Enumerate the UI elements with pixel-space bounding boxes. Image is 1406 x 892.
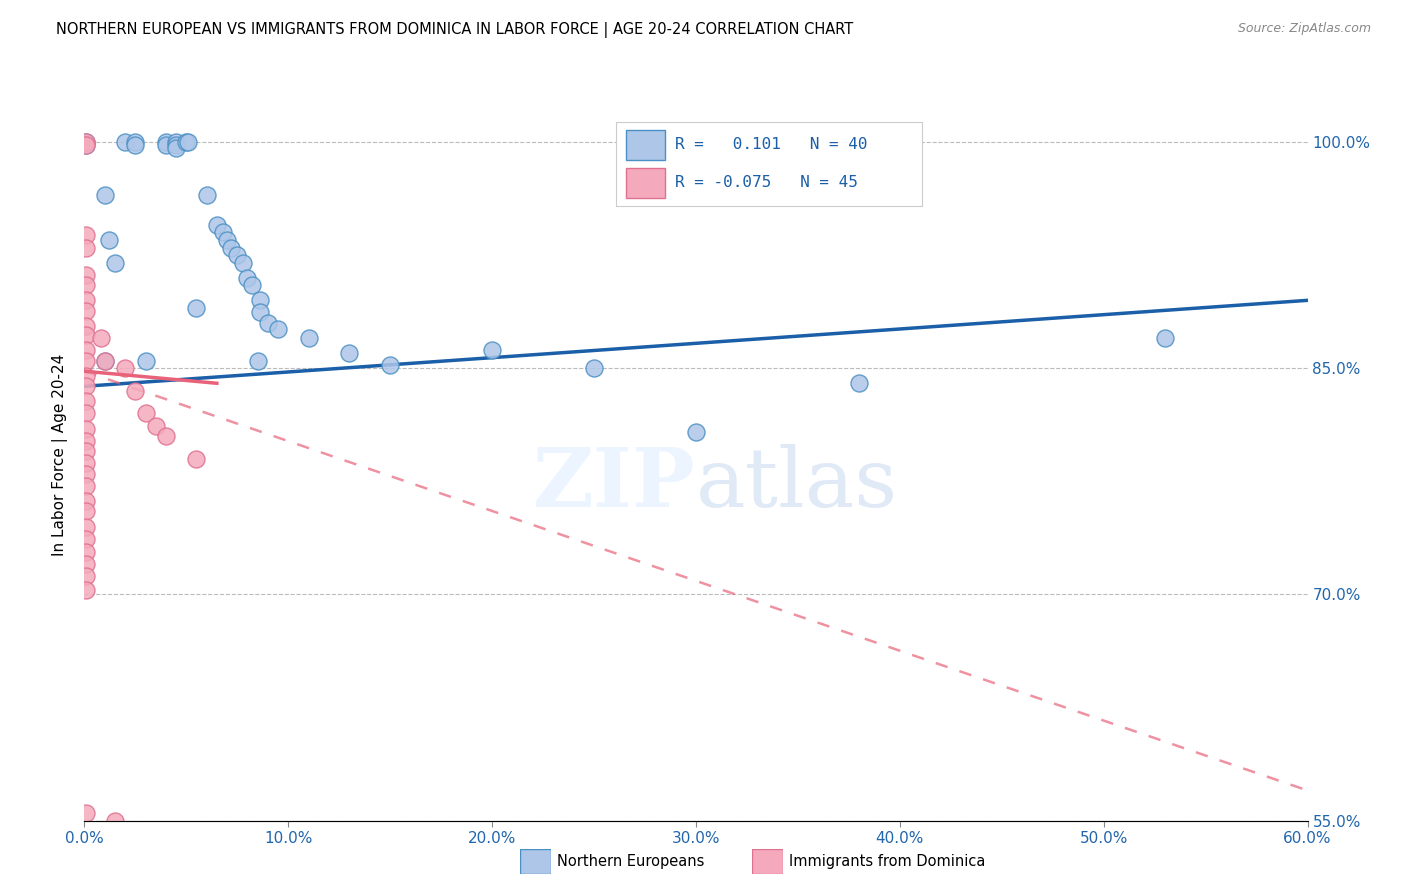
Point [583, 361, 606, 376]
Point [124, 384, 146, 398]
Point [135, 859, 157, 873]
Point [165, 874, 187, 888]
Point [75, 268, 97, 282]
Point [75, 806, 97, 821]
Point [114, 361, 136, 376]
Point [75, 368, 97, 383]
Point [75, 532, 97, 546]
Point [104, 255, 127, 269]
Point [195, 187, 218, 202]
Point [75, 421, 97, 435]
Point [685, 425, 707, 439]
Point [1154, 331, 1177, 345]
Point [481, 343, 503, 357]
Point [522, 889, 544, 892]
Point [165, 141, 187, 155]
Point [75, 353, 97, 368]
Point [75, 494, 97, 508]
Point [124, 836, 146, 850]
Point [232, 255, 254, 269]
Point [177, 135, 200, 149]
Text: Immigrants from Dominica: Immigrants from Dominica [789, 855, 986, 869]
Point [165, 138, 187, 153]
Point [75, 456, 97, 470]
Point [104, 814, 127, 828]
Point [186, 301, 208, 315]
Point [226, 248, 249, 262]
Point [75, 138, 97, 153]
Point [114, 135, 136, 149]
Point [75, 138, 97, 153]
Point [155, 138, 177, 153]
Point [124, 138, 146, 153]
Point [75, 434, 97, 448]
Text: R =   0.101   N = 40: R = 0.101 N = 40 [675, 137, 868, 153]
Point [219, 241, 242, 255]
Point [75, 519, 97, 533]
Point [97, 233, 120, 247]
Text: atlas: atlas [696, 444, 898, 524]
Point [155, 429, 177, 443]
Text: NORTHERN EUROPEAN VS IMMIGRANTS FROM DOMINICA IN LABOR FORCE | AGE 20-24 CORRELA: NORTHERN EUROPEAN VS IMMIGRANTS FROM DOM… [56, 22, 853, 38]
Point [75, 135, 97, 149]
Bar [626, 168, 665, 198]
Point [1092, 844, 1115, 858]
Point [90, 331, 112, 345]
Point [75, 328, 97, 343]
Point [145, 418, 167, 433]
Point [380, 358, 402, 372]
Point [257, 316, 280, 330]
Point [75, 304, 97, 318]
Point [75, 241, 97, 255]
Point [249, 293, 271, 308]
Point [339, 346, 361, 360]
Point [135, 353, 157, 368]
Text: Northern Europeans: Northern Europeans [557, 855, 704, 869]
Point [75, 407, 97, 421]
Point [124, 135, 146, 149]
Point [212, 226, 235, 240]
Point [93, 353, 117, 368]
Point [236, 270, 259, 285]
Text: Source: ZipAtlas.com: Source: ZipAtlas.com [1237, 22, 1371, 36]
Point [75, 135, 97, 149]
Point [298, 331, 321, 345]
Point [75, 582, 97, 597]
Point [75, 569, 97, 583]
Point [75, 558, 97, 572]
Point [176, 135, 198, 149]
Point [75, 479, 97, 493]
Point [848, 376, 870, 391]
Point [75, 293, 97, 308]
Point [75, 318, 97, 333]
Point [75, 444, 97, 458]
Text: ZIP: ZIP [533, 444, 696, 524]
Point [205, 218, 228, 232]
Point [93, 353, 117, 368]
Point [240, 278, 263, 293]
Point [249, 305, 271, 319]
Text: R = -0.075   N = 45: R = -0.075 N = 45 [675, 175, 858, 190]
Point [75, 467, 97, 481]
Point [165, 135, 187, 149]
Point [75, 343, 97, 357]
Point [75, 228, 97, 243]
Y-axis label: In Labor Force | Age 20-24: In Labor Force | Age 20-24 [52, 354, 69, 556]
Point [75, 504, 97, 518]
Bar [626, 129, 665, 160]
Point [135, 407, 157, 421]
Point [186, 451, 208, 466]
Point [75, 278, 97, 293]
Point [217, 233, 239, 247]
Point [267, 322, 290, 336]
Point [75, 394, 97, 409]
Point [246, 353, 269, 368]
Point [257, 889, 280, 892]
Point [75, 379, 97, 393]
Point [155, 135, 177, 149]
Point [75, 545, 97, 559]
Point [93, 187, 117, 202]
